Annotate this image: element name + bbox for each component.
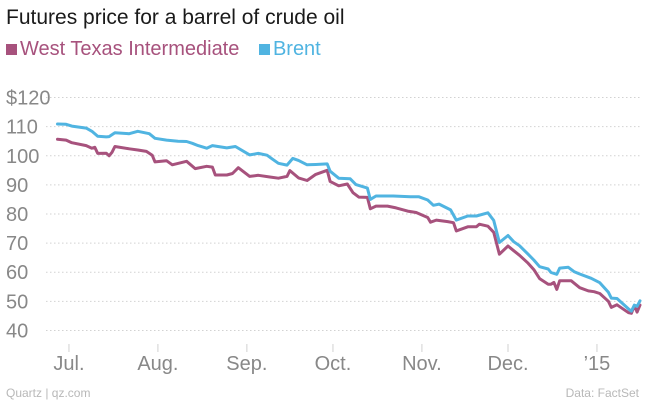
y-tick-label: 100: [6, 146, 39, 168]
x-tick-label: Jul.: [53, 353, 84, 375]
legend-label-brent: Brent: [272, 38, 321, 60]
y-tick-label: 70: [6, 233, 28, 255]
legend-label-wti: West Texas Intermediate: [20, 38, 240, 60]
x-tick-label: ’15: [584, 353, 611, 375]
series-line-wti: [56, 137, 642, 315]
y-tick-label: 110: [6, 117, 38, 139]
x-tick-label: Aug.: [137, 353, 178, 375]
y-tick-label: 40: [6, 320, 28, 342]
x-tick-label: Dec.: [487, 353, 528, 375]
legend: West Texas Intermediate Brent: [6, 38, 335, 61]
x-tick-label: Nov.: [402, 353, 442, 375]
y-tick-label: $120: [6, 88, 51, 110]
legend-swatch-brent: [258, 44, 270, 55]
chart-title: Futures price for a barrel of crude oil: [6, 6, 345, 29]
x-tick-label: Sep.: [226, 353, 267, 375]
y-tick-label: 80: [6, 204, 28, 226]
y-tick-label: 50: [6, 291, 28, 313]
y-tick-label: 90: [6, 175, 28, 197]
source-credit: Quartz | qz.com: [6, 386, 91, 400]
y-tick-label: 60: [6, 262, 28, 284]
legend-swatch-wti: [6, 44, 17, 55]
x-tick-label: Oct.: [315, 353, 352, 375]
legend-item-wti: West Texas Intermediate: [6, 38, 239, 61]
series-line-brent: [56, 122, 642, 313]
data-source: Data: FactSet: [565, 386, 639, 400]
legend-item-brent: Brent: [258, 38, 321, 61]
